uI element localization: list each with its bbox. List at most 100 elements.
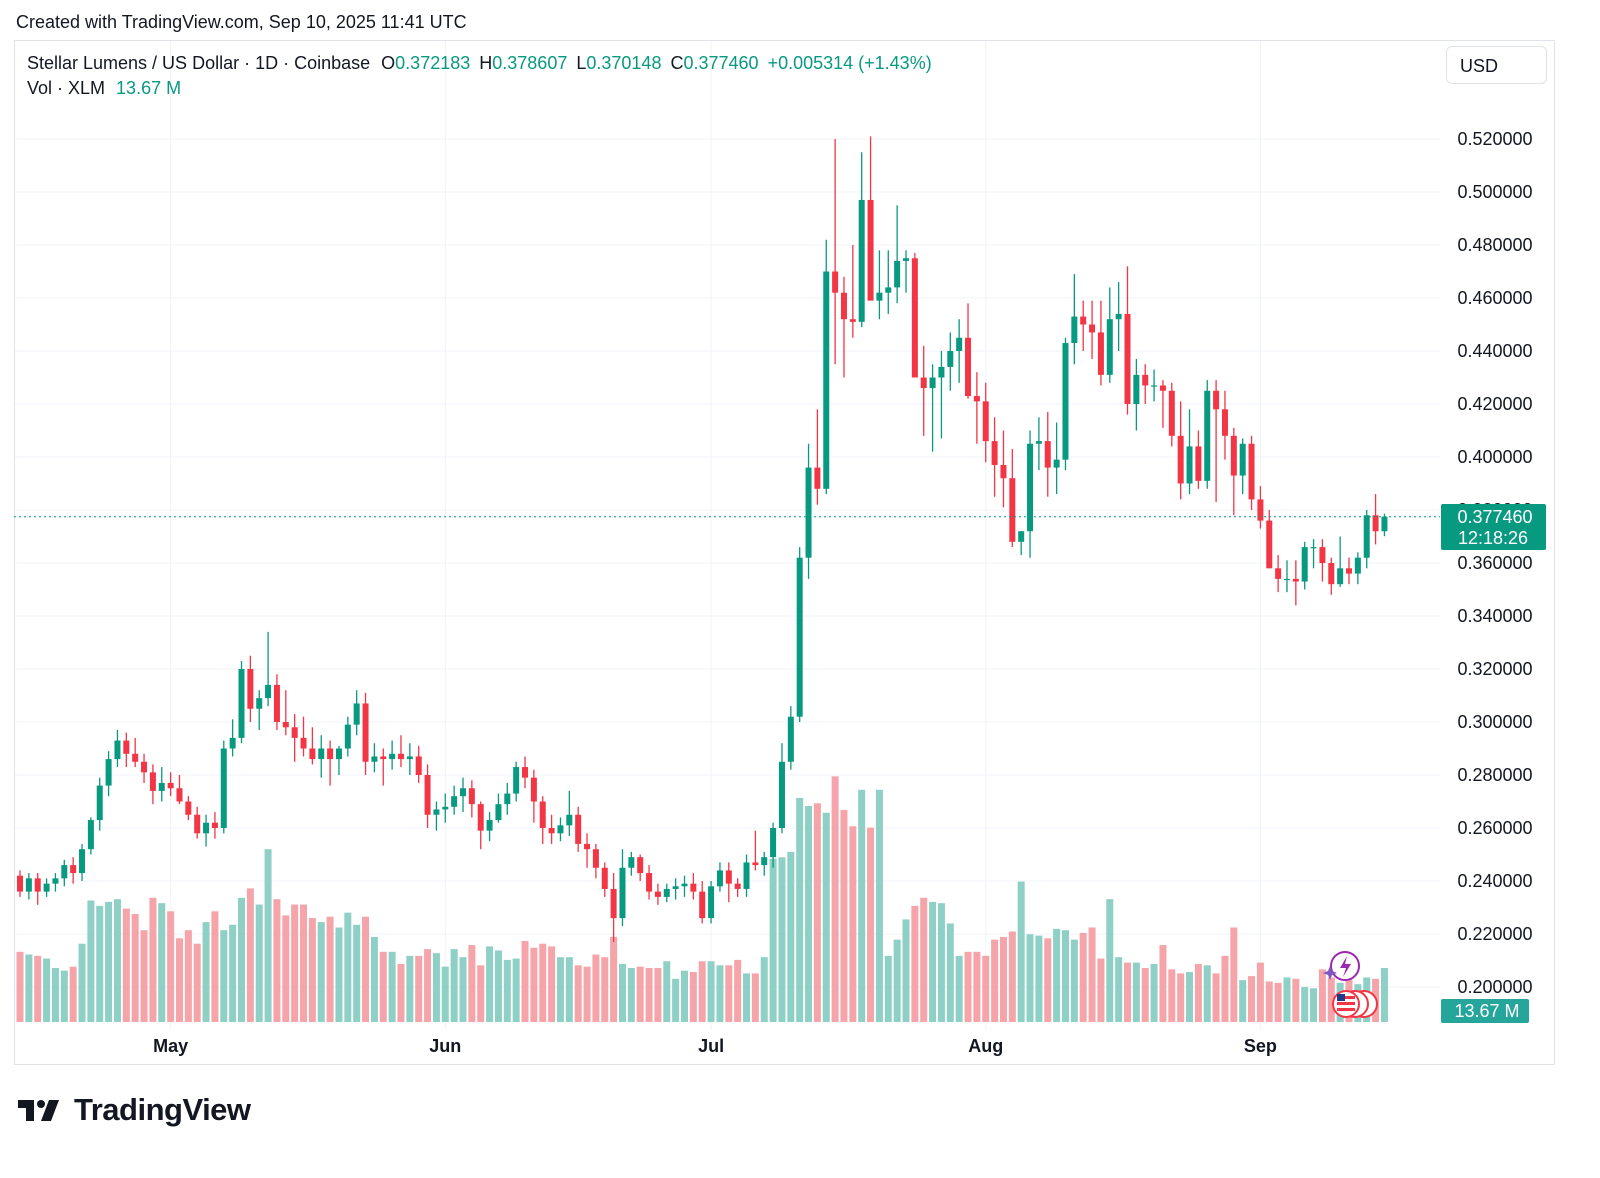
candle [575,806,582,852]
candle [1221,390,1228,460]
volume-bar [149,897,157,1022]
candle-body [530,777,537,802]
candle-body [380,756,387,760]
volume-bar [503,959,511,1022]
volume-bar [51,968,59,1022]
candle [96,777,103,831]
price-tick-label: 0.280000 [1457,765,1532,785]
volume-bar [991,939,999,1022]
candle-body [814,467,821,489]
candle [840,276,847,378]
low-label: L [576,53,587,73]
candle [725,862,732,903]
candle [929,364,936,452]
volume-bar [441,966,449,1022]
close-label: C [670,53,684,73]
volume-bar [105,901,113,1022]
volume-tag-value: 13.67 M [1454,1001,1519,1021]
candle-body [1133,374,1140,404]
candle-body [929,377,936,389]
candle-body [610,888,617,919]
volume-bar [849,826,857,1022]
volume-bar [1212,973,1220,1022]
candle-body [708,886,715,919]
candle-body [70,865,77,874]
candle-body [1044,441,1051,468]
volume-bar [397,963,405,1022]
candle-body [1213,390,1220,410]
candle [761,851,768,876]
volume-bar [973,951,981,1022]
candle-body [397,753,404,760]
volume-bar [184,930,192,1022]
symbol-title[interactable]: Stellar Lumens / US Dollar · 1D · Coinba… [27,53,371,73]
candle-body [495,804,502,821]
candle [1000,430,1007,508]
candle [663,883,670,903]
volume-bar [193,943,201,1022]
candle-body [752,862,759,866]
candle [1204,380,1211,489]
candle-body [1053,459,1060,468]
volume-bar [929,901,937,1022]
candle [654,883,661,905]
volume-bar [512,958,520,1022]
candle [592,843,599,879]
volume-bar [539,943,547,1022]
candle-body [513,767,520,794]
candle [513,761,520,802]
candle-body [840,292,847,320]
volume-bar [778,857,786,1022]
tradingview-logo[interactable]: TradingView [18,1092,251,1128]
candle-body [1177,435,1184,484]
candle-body [87,820,94,850]
candle-body [123,740,130,754]
candle-body [229,737,236,749]
candle [787,706,794,770]
volume-bars [16,776,1388,1022]
candle [141,753,148,783]
volume-bar [255,904,263,1022]
volume-bar [300,904,308,1022]
currency-button[interactable]: USD [1446,46,1547,84]
candle [1354,552,1361,585]
volume-bar [459,957,467,1022]
candle [132,737,139,768]
volume-bar [556,957,564,1022]
price-tick-label: 0.240000 [1457,871,1532,891]
volume-label[interactable]: Vol · XLM [27,78,106,98]
price-tick-label: 0.320000 [1457,659,1532,679]
volume-bar [362,916,370,1022]
volume-bar [468,945,476,1022]
candle-body [1195,446,1202,481]
volume-bar [486,946,494,1022]
volume-bar [78,943,86,1022]
candle [858,152,865,328]
candle [1142,364,1149,404]
candle [451,785,458,815]
event-markers[interactable] [1323,951,1378,1018]
last-price-tag[interactable]: 0.377460 12:18:26 [1441,504,1546,550]
volume-bar [1097,958,1105,1022]
volume-bar [415,955,423,1022]
created-with-caption: Created with TradingView.com, Sep 10, 20… [16,12,467,32]
volume-bar [326,916,334,1022]
candle [1337,536,1344,587]
volume-tag: 13.67 M [1441,999,1529,1023]
candle [291,714,298,762]
price-tick-label: 0.200000 [1457,977,1532,997]
candle-body [335,748,342,760]
volume-bar [1168,969,1176,1022]
volume-value: 13.67 M [116,78,182,98]
volume-bar [734,959,742,1022]
candle [504,782,511,815]
price-tick-label: 0.360000 [1457,553,1532,573]
volume-bar [654,968,662,1022]
candle [1346,557,1352,585]
candle-body [1115,313,1122,320]
candle [1115,282,1122,351]
candle [415,745,422,783]
volume-bar [229,924,237,1022]
candle [1275,555,1282,593]
